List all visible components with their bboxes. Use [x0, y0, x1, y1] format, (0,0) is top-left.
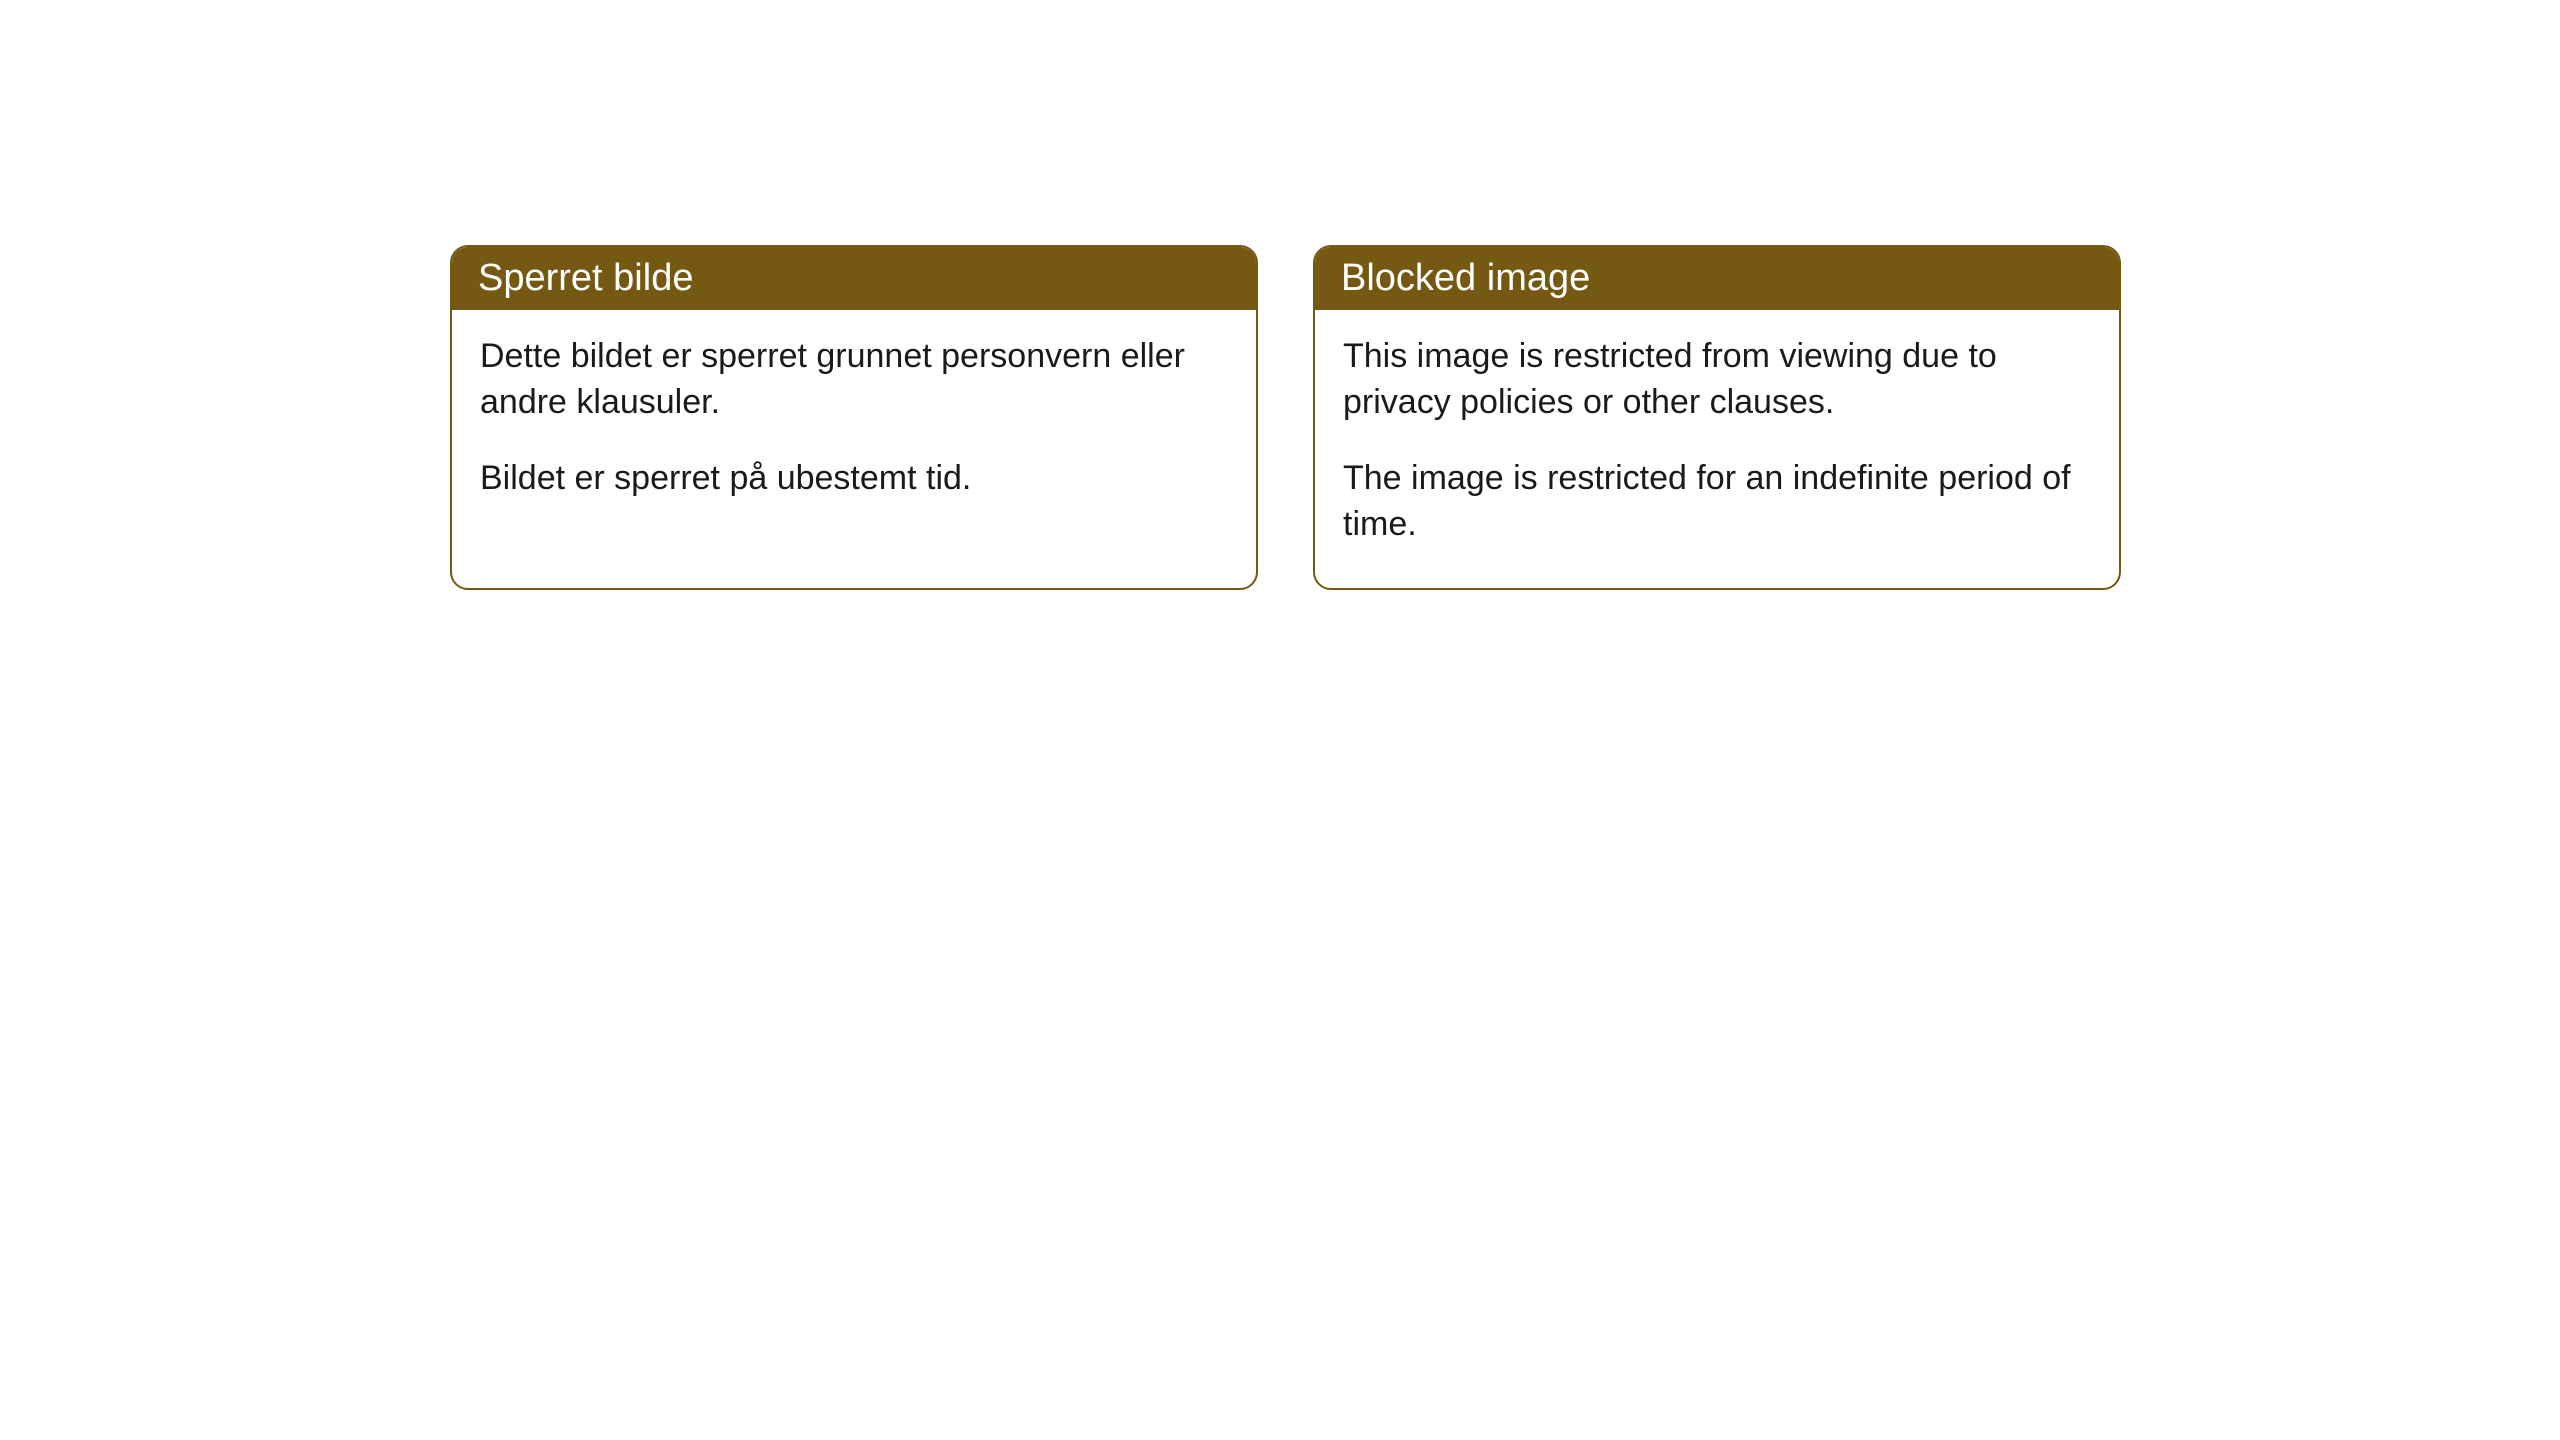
card-paragraph: The image is restricted for an indefinit…: [1343, 456, 2091, 548]
notice-cards-container: Sperret bilde Dette bildet er sperret gr…: [450, 245, 2121, 590]
card-title: Blocked image: [1341, 257, 1590, 299]
card-body-english: This image is restricted from viewing du…: [1315, 310, 2119, 588]
card-header-english: Blocked image: [1315, 247, 2119, 310]
card-paragraph: Dette bildet er sperret grunnet personve…: [480, 334, 1228, 426]
card-title: Sperret bilde: [478, 257, 693, 299]
blocked-image-card-norwegian: Sperret bilde Dette bildet er sperret gr…: [450, 245, 1258, 590]
card-header-norwegian: Sperret bilde: [452, 247, 1256, 310]
card-paragraph: Bildet er sperret på ubestemt tid.: [480, 456, 1228, 502]
card-paragraph: This image is restricted from viewing du…: [1343, 334, 2091, 426]
card-body-norwegian: Dette bildet er sperret grunnet personve…: [452, 310, 1256, 542]
blocked-image-card-english: Blocked image This image is restricted f…: [1313, 245, 2121, 590]
